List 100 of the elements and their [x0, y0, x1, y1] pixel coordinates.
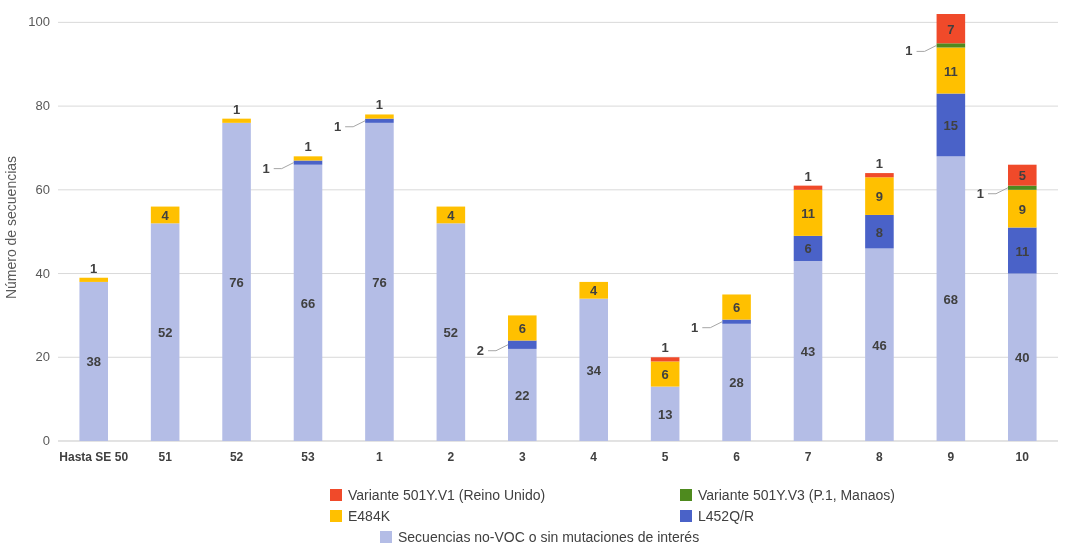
legend-label: Secuencias no-VOC o sin mutaciones de interés — [398, 529, 700, 545]
legend-label: Variante 501Y.V3 (P.1, Manaos) — [698, 487, 895, 503]
data-label: 22 — [515, 387, 530, 403]
bar — [793, 189, 823, 236]
bar — [293, 156, 323, 161]
data-label: 5 — [1018, 168, 1026, 184]
bar — [793, 260, 823, 441]
y-tick-label: 20 — [35, 349, 50, 365]
data-label: 6 — [732, 300, 741, 316]
data-label: 1 — [804, 168, 812, 184]
bar — [1008, 189, 1037, 228]
x-tick-label: 5 — [661, 450, 669, 464]
bar — [293, 160, 323, 165]
y-tick-label: 80 — [35, 98, 50, 114]
y-tick-label: 60 — [35, 181, 50, 197]
bar — [650, 361, 680, 387]
bar — [150, 223, 180, 441]
bar — [1008, 185, 1037, 190]
bar — [222, 118, 251, 123]
bar — [793, 185, 823, 190]
x-tick-label: Hasta SE 50 — [59, 450, 129, 464]
data-label: 13 — [657, 406, 673, 422]
bar — [508, 315, 537, 341]
y-axis-title: Número de secuencias — [3, 155, 19, 300]
x-tick-label: 10 — [1015, 450, 1030, 464]
data-label: 11 — [1015, 243, 1030, 259]
data-label: 15 — [943, 117, 959, 133]
y-tick-label: 100 — [28, 14, 50, 30]
bar — [79, 277, 108, 282]
x-tick-label: 8 — [876, 450, 884, 464]
data-label: 1 — [375, 97, 384, 113]
bar — [722, 323, 751, 441]
data-label: 40 — [1015, 350, 1030, 366]
data-label: 9 — [875, 189, 884, 205]
data-label: 4 — [161, 207, 170, 223]
data-label: 7 — [947, 21, 955, 37]
bar — [436, 223, 466, 441]
x-tick-label: 3 — [518, 450, 526, 464]
data-label: 68 — [943, 291, 959, 307]
data-label: 8 — [875, 224, 884, 240]
bar — [365, 122, 394, 441]
bar — [936, 156, 966, 441]
bar — [722, 319, 751, 324]
data-label: 2 — [476, 342, 484, 358]
bar — [865, 173, 894, 178]
bar — [1008, 227, 1037, 274]
data-label: 28 — [729, 375, 744, 391]
data-label: 4 — [447, 207, 456, 223]
x-tick-label: 52 — [229, 450, 244, 464]
bar — [1008, 273, 1037, 441]
bar — [936, 47, 966, 94]
bar — [79, 281, 108, 441]
bar — [365, 114, 394, 119]
bar — [365, 118, 394, 123]
data-label: 6 — [661, 367, 669, 383]
data-label: 1 — [976, 185, 984, 201]
bar — [650, 357, 680, 362]
data-label: 1 — [90, 260, 98, 276]
bar — [508, 340, 537, 349]
bar — [936, 43, 966, 48]
bar — [1008, 164, 1037, 186]
bar — [722, 294, 751, 320]
data-label: 38 — [86, 354, 101, 370]
data-label: 6 — [804, 241, 812, 257]
bar — [865, 248, 894, 441]
x-tick-label: 7 — [804, 450, 812, 464]
data-label: 43 — [800, 344, 816, 359]
x-tick-label: 1 — [376, 450, 384, 464]
bar — [865, 177, 894, 215]
data-label: 34 — [586, 362, 602, 378]
bar — [793, 235, 823, 261]
data-label: 52 — [443, 325, 459, 341]
bar — [650, 386, 680, 441]
data-label: 76 — [229, 274, 244, 290]
data-label: 52 — [157, 325, 173, 341]
y-tick-label: 0 — [42, 433, 50, 448]
data-label: 1 — [905, 43, 913, 59]
bar — [936, 14, 966, 44]
bar — [508, 348, 537, 441]
data-label: 1 — [262, 160, 270, 176]
bar — [579, 281, 608, 299]
x-tick-label: 4 — [590, 450, 598, 464]
y-tick-label: 40 — [35, 265, 50, 281]
legend-label: Variante 501Y.V1 (Reino Unido) — [348, 487, 546, 503]
data-label: 1 — [661, 340, 669, 356]
bar — [222, 122, 251, 441]
data-label: 1 — [333, 118, 342, 134]
bar — [865, 214, 894, 249]
data-label: 9 — [1018, 201, 1026, 217]
data-label: 1 — [691, 319, 699, 335]
data-label: 6 — [518, 320, 526, 336]
x-tick-label: 2 — [447, 450, 455, 464]
bar — [936, 93, 966, 157]
legend-label: L452Q/R — [698, 508, 755, 524]
data-label: 1 — [304, 139, 312, 155]
bar — [293, 164, 323, 441]
data-label: 1 — [232, 101, 241, 117]
data-label: 1 — [875, 156, 884, 172]
bar — [579, 298, 608, 441]
x-tick-label: 6 — [733, 450, 741, 464]
